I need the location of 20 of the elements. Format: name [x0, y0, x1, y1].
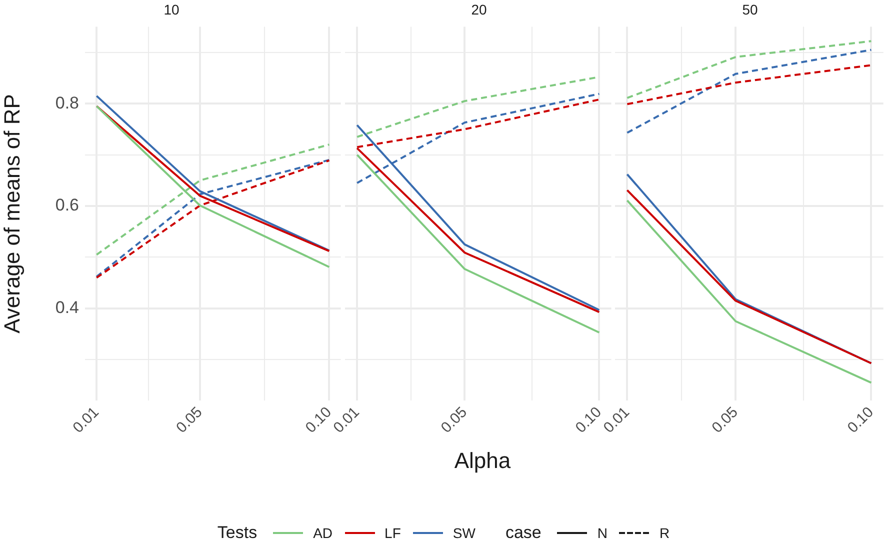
y-axis-title: Average of means of RP — [0, 94, 24, 334]
text: R — [659, 525, 670, 541]
text: case — [505, 523, 542, 543]
x-tick-label: 0.10 — [844, 404, 877, 436]
y-tick-label: 0.4 — [55, 298, 79, 318]
legend-label: LF — [384, 525, 401, 541]
legend-label: SW — [452, 525, 476, 541]
x-tick-label: 0.05 — [173, 404, 206, 436]
chart-title: 20 — [471, 1, 487, 18]
chart-title: 50 — [742, 1, 758, 18]
y-tick-label: 0.6 — [55, 196, 79, 215]
chart-title: 10 — [164, 1, 180, 18]
x-tick-label: 0.05 — [438, 404, 470, 436]
legend-title: Tests — [217, 523, 258, 543]
legend-label: AD — [313, 525, 333, 541]
y-tick-label: 0.8 — [55, 93, 79, 112]
x-axis-title: Alpha — [453, 448, 512, 474]
x-tick-label: 0.05 — [708, 404, 742, 436]
text: N — [597, 525, 608, 541]
x-tick-label: 0.01 — [70, 404, 102, 436]
